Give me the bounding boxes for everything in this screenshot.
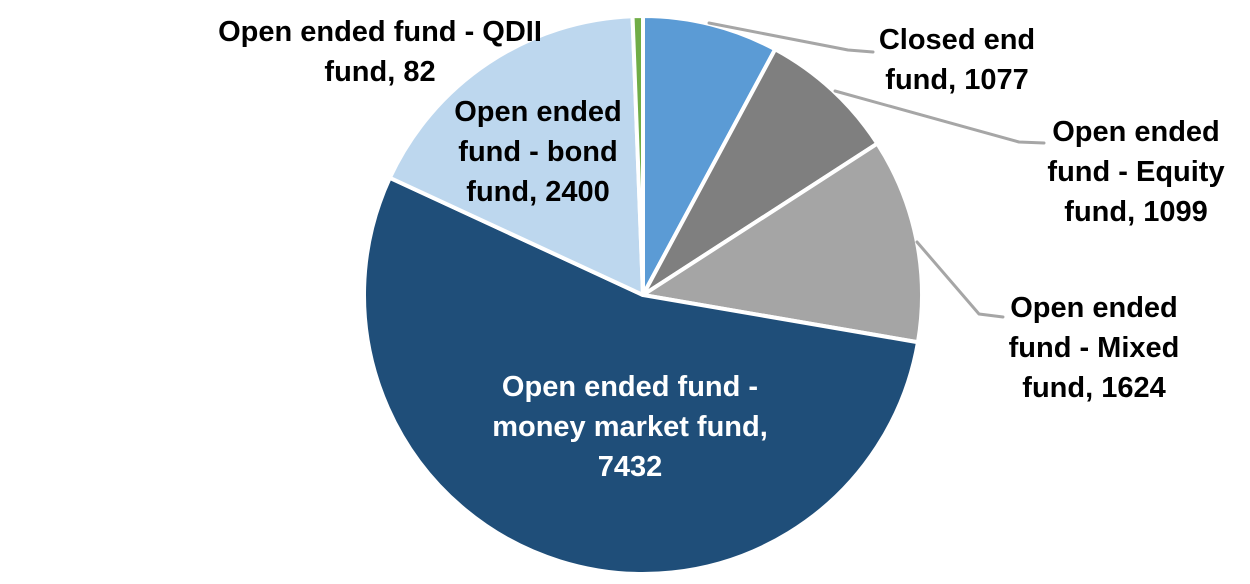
label-line: Open ended	[1052, 116, 1220, 148]
leader-line-equity-fund	[833, 89, 1046, 145]
label-line: fund, 82	[324, 56, 436, 88]
pie-slice-open-ended-fund-money-market-fund[interactable]	[362, 175, 920, 576]
label-mixed-fund: Open ended fund - Mixed fund, 1624	[994, 288, 1194, 408]
label-line: fund - bond	[458, 136, 618, 168]
label-line: Open ended fund -	[501, 371, 759, 403]
label-line: Open ended	[454, 96, 622, 128]
label-closed-end-fund: Closed end fund, 1077	[857, 20, 1057, 100]
label-equity-fund: Open ended fund - Equity fund, 1099	[1036, 112, 1236, 232]
label-line: fund - Equity	[1047, 156, 1225, 188]
label-bond-fund: Open ended fund - bond fund, 2400	[428, 92, 648, 212]
pie-slice-open-ended-fund-qdii-fund[interactable]	[630, 14, 645, 297]
pie-slice-open-ended-fund-equity-fund[interactable]	[641, 47, 880, 297]
pie-slice-open-ended-fund-bond-fund[interactable]	[387, 14, 645, 297]
label-line: Open ended fund - QDII	[218, 16, 542, 48]
pie-slices-group	[362, 14, 924, 576]
label-line: fund, 1624	[1022, 372, 1166, 404]
label-money-market-fund: Open ended fund - money market fund, 743…	[480, 367, 780, 487]
label-line: fund - Mixed	[1008, 332, 1180, 364]
label-line: fund, 1099	[1064, 196, 1208, 228]
label-line: 7432	[597, 451, 663, 483]
pie-slice-open-ended-fund-mixed-fund[interactable]	[641, 141, 924, 345]
label-line: fund, 1077	[885, 64, 1029, 96]
label-qdii-fund: Open ended fund - QDII fund, 82	[205, 12, 555, 92]
leader-line-closed-end-fund	[707, 21, 875, 54]
label-line: Open ended	[1010, 292, 1178, 324]
leader-line-mixed-fund	[915, 240, 1005, 319]
label-line: fund, 2400	[466, 176, 610, 208]
label-line: Closed end	[878, 24, 1036, 56]
leader-lines-group	[707, 21, 1046, 319]
label-line: money market fund,	[492, 411, 768, 443]
